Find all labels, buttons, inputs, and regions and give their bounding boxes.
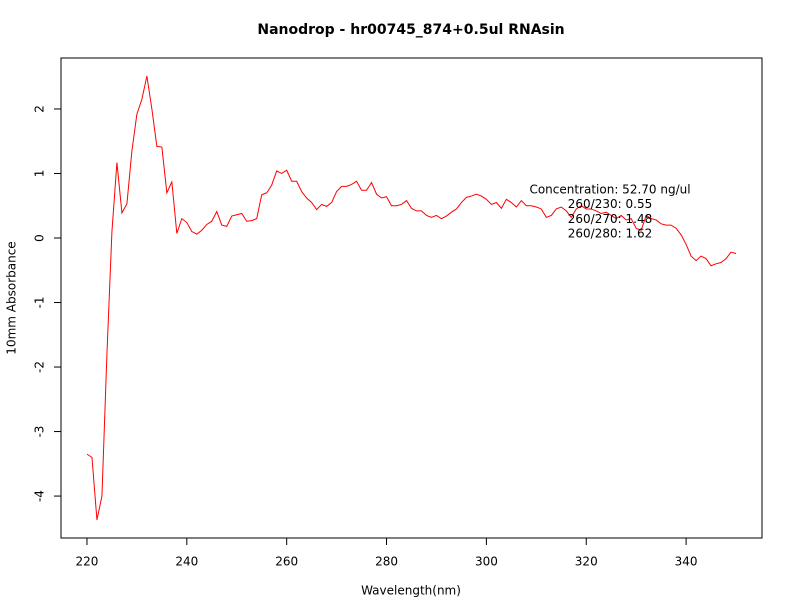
annotation: Concentration: 52.70 ng/ul	[529, 183, 690, 197]
x-tick-label: 280	[375, 555, 398, 569]
y-axis-label: 10mm Absorbance	[5, 241, 19, 354]
data-line	[86, 75, 737, 521]
y-tick-label: -1	[33, 297, 47, 309]
annotation: 260/270: 1.48	[568, 212, 652, 226]
x-tick-label: 220	[76, 555, 99, 569]
y-tick-label: -2	[33, 361, 47, 373]
y-tick-label: -3	[33, 426, 47, 438]
y-tick-label: 0	[33, 234, 47, 242]
x-tick-label: 320	[575, 555, 598, 569]
x-tick-label: 240	[175, 555, 198, 569]
x-tick-label: 300	[475, 555, 498, 569]
annotation: 260/280: 1.62	[568, 227, 652, 241]
annotation: 260/230: 0.55	[568, 197, 652, 211]
y-tick-label: 1	[33, 170, 47, 178]
y-tick-label: 2	[33, 105, 47, 113]
chart-title: Nanodrop - hr00745_874+0.5ul RNAsin	[257, 22, 564, 38]
x-tick-label: 260	[275, 555, 298, 569]
x-axis-label: Wavelength(nm)	[361, 584, 461, 598]
x-tick-label: 340	[675, 555, 698, 569]
y-tick-label: -4	[33, 490, 47, 502]
